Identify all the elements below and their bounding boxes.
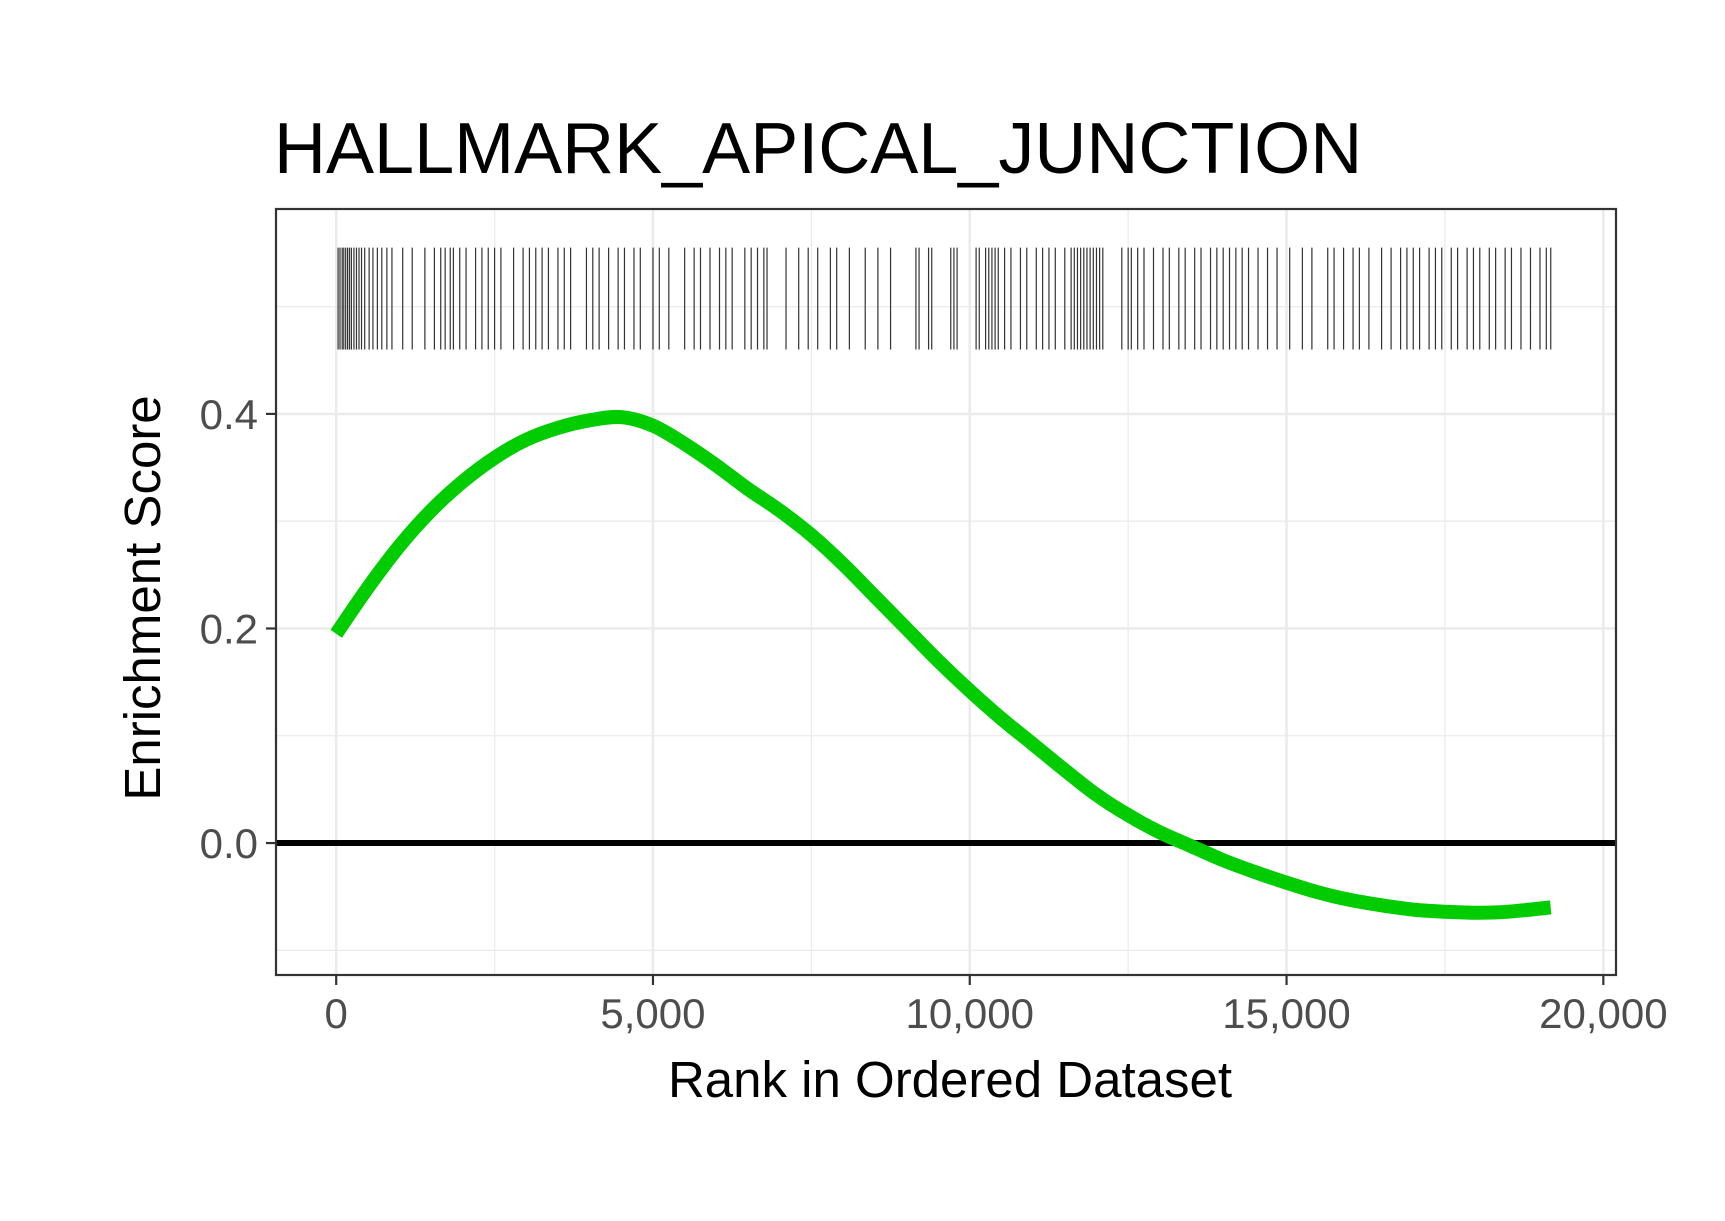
enrichment-score-line	[330, 409, 1552, 920]
y-tick-label: 0.2	[200, 605, 258, 652]
x-tick-label: 5,000	[600, 990, 705, 1037]
x-tick-label: 0	[325, 990, 348, 1037]
chart-title: HALLMARK_APICAL_JUNCTION	[274, 109, 1362, 189]
panel-border	[274, 207, 1618, 977]
x-tick-label: 10,000	[906, 990, 1034, 1037]
x-tick-label: 15,000	[1222, 990, 1350, 1037]
gene-hit-ticks	[337, 247, 1552, 350]
y-tick-label: 0.4	[200, 391, 258, 438]
y-axis: 0.0 0.2 0.4	[200, 391, 276, 867]
x-axis-title: Rank in Ordered Dataset	[668, 1051, 1232, 1108]
x-axis: 0 5,000 10,000 15,000 20,000	[325, 975, 1668, 1037]
y-axis-title: Enrichment Score	[114, 395, 171, 800]
y-tick-label: 0.0	[200, 820, 258, 867]
x-tick-label: 20,000	[1539, 990, 1667, 1037]
